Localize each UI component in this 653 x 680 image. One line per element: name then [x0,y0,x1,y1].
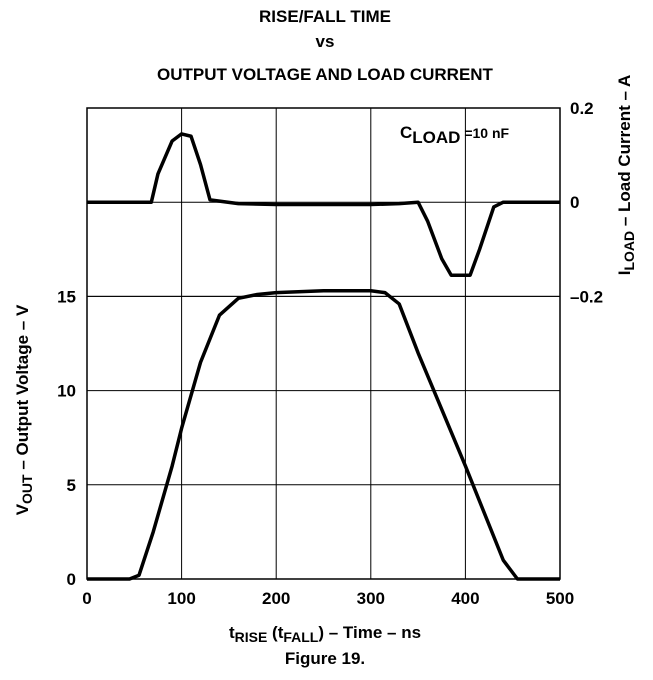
label-part: – Load Current – A [615,75,634,231]
label-part: – Output Voltage – V [13,304,32,474]
label-part: I [615,271,634,276]
label-part: ) – Time – ns [318,623,421,642]
x-axis-label: tRISE (tFALL) – Time – ns [229,623,421,645]
annotation: CLOAD =10 nF [400,123,510,147]
annotation-part: LOAD [412,128,460,147]
annotation-part: C [400,123,412,142]
label-part: RISE [235,629,268,645]
x-tick-label: 500 [546,589,574,608]
label-part: OUT [19,474,35,504]
x-tick-label: 100 [167,589,195,608]
y-tick-label: 0 [67,570,76,589]
title-line: OUTPUT VOLTAGE AND LOAD CURRENT [157,65,494,84]
data-line [87,132,560,277]
y-tick-label: 10 [57,382,76,401]
y2-tick-label: 0.2 [570,99,594,118]
y2-tick-label: 0 [570,193,579,212]
y2-tick-label: –0.2 [570,287,603,306]
label-part: FALL [283,629,318,645]
label-part: LOAD [621,231,637,271]
x-tick-label: 400 [451,589,479,608]
label-part: t [229,623,235,642]
label-part: (t [267,623,283,642]
y-tick-label: 5 [67,476,76,495]
title-line: vs [316,32,335,51]
y2-axis-label: ILOAD – Load Current – A [615,75,637,276]
x-tick-label: 300 [357,589,385,608]
data-line [87,288,560,581]
title-line: RISE/FALL TIME [259,7,391,26]
x-tick-label: 0 [82,589,91,608]
annotation-part: =10 nF [460,125,509,141]
caption: Figure 19. [285,649,365,668]
x-tick-label: 200 [262,589,290,608]
y-axis-label: VOUT – Output Voltage – V [13,304,35,515]
y-tick-label: 15 [57,287,76,306]
label-part: V [13,503,32,515]
